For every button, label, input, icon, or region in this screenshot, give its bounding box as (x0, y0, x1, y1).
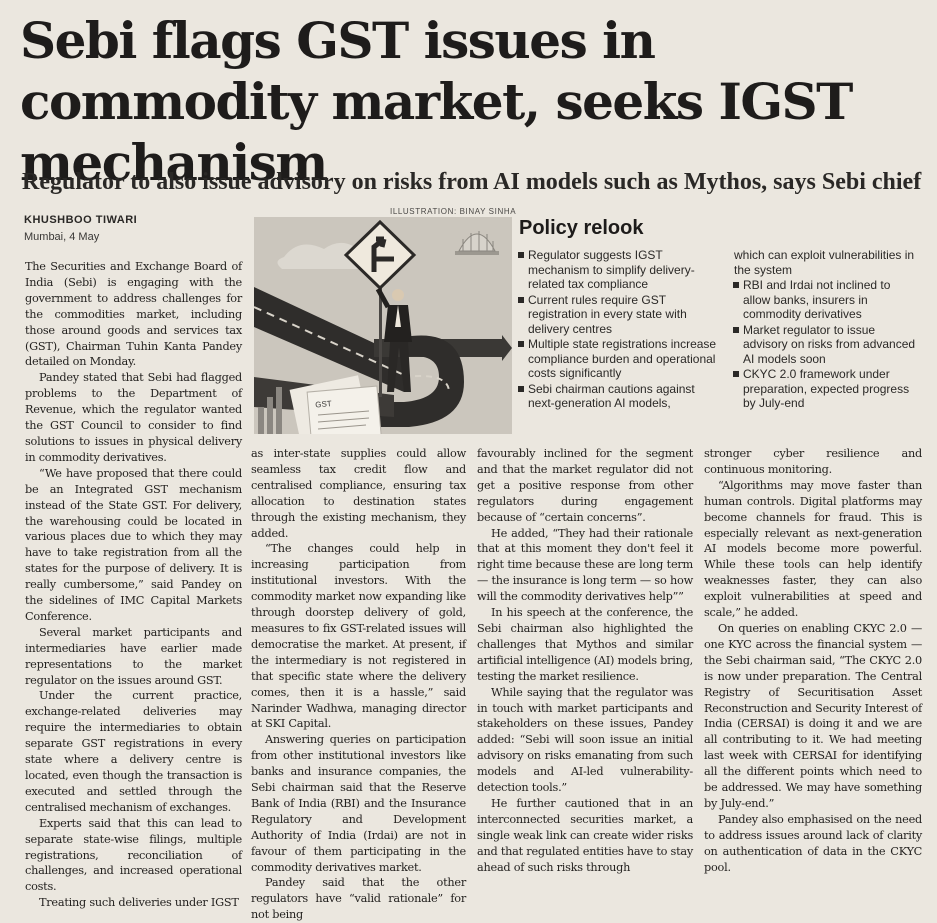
policy-item: RBI and Irdai not inclined to allow bank… (732, 278, 917, 322)
building-dome-icon (455, 231, 499, 255)
policy-item: Sebi chairman cautions against next-gene… (517, 382, 717, 411)
subheadline: Regulator to also issue advisory on risk… (22, 169, 922, 195)
policy-relook-title: Policy relook (519, 217, 644, 239)
paragraph: He added, “They had their rationale that… (477, 526, 693, 604)
illustration-credit: ILLUSTRATION: BINAY SINHA (390, 207, 517, 216)
bullet-icon (733, 326, 739, 333)
policy-right-column: which can exploit vulnerabilities in the… (732, 248, 917, 412)
man-figure (375, 287, 412, 392)
paragraph: “We have proposed that there could be an… (25, 466, 242, 623)
paragraph: Pandey said that the other regulators ha… (251, 876, 466, 922)
policy-item-continuation: which can exploit vulnerabilities in the… (734, 248, 915, 277)
bullet-icon (518, 252, 524, 258)
bullet-icon (518, 385, 524, 392)
paragraph: On queries on enabling CKYC 2.0 — one KY… (704, 621, 922, 810)
paragraph: The Securities and Exchange Board of Ind… (25, 260, 242, 369)
article-column-2: as inter-state supplies could allow seam… (251, 446, 466, 923)
policy-item: Multiple state registrations increase co… (517, 337, 717, 381)
paragraph: Under the current practice, exchange-rel… (25, 689, 242, 814)
dateline: Mumbai, 4 May (24, 231, 100, 243)
paragraph: Experts said that this can lead to separ… (25, 816, 242, 894)
paragraph: stronger cyber resilience and continuous… (704, 447, 922, 476)
paragraph: Pandey stated that Sebi had flagged prob… (25, 371, 242, 464)
policy-item: Current rules require GST registration i… (517, 293, 717, 337)
paragraph: Treating such deliveries under IGST (39, 896, 239, 910)
bullet-icon (733, 371, 739, 377)
paragraph: While saying that the regulator was in t… (477, 685, 693, 795)
paragraph: He further cautioned that in an intercon… (477, 796, 693, 874)
gst-document: GST (289, 375, 382, 434)
policy-item: Regulator suggests IGST mechanism to sim… (517, 248, 717, 292)
policy-item: Market regulator to issue advisory on ri… (732, 323, 917, 367)
gst-label: GST (315, 399, 332, 409)
byline: KHUSHBOO TIWARI (24, 214, 138, 226)
paragraph: Several market participants and intermed… (25, 625, 242, 687)
paragraph: “Algorithms may move faster than human c… (704, 478, 922, 620)
bullet-icon (733, 282, 739, 288)
policy-left-column: Regulator suggests IGST mechanism to sim… (517, 248, 717, 412)
road-sign-icon (343, 219, 417, 291)
policy-relook-box: Policy relook Regulator suggests IGST me… (455, 217, 917, 439)
paragraph: In his speech at the conference, the Seb… (477, 606, 694, 683)
article-column-1: The Securities and Exchange Board of Ind… (25, 259, 242, 911)
paragraph: favourably inclined for the segment and … (477, 447, 693, 524)
paragraph: Pandey also emphasised on the need to ad… (704, 812, 922, 874)
article-column-3: favourably inclined for the segment and … (477, 446, 693, 875)
bullet-icon (518, 296, 524, 303)
paragraph: as inter-state supplies could allow seam… (251, 447, 466, 540)
paragraph: Answering queries on participation from … (251, 733, 466, 874)
policy-item: CKYC 2.0 framework under preparation, ex… (732, 367, 917, 411)
headline: Sebi flags GST issues in commodity marke… (20, 11, 853, 192)
article-column-4: stronger cyber resilience and continuous… (704, 446, 922, 875)
paragraph: “The changes could help in increasing pa… (251, 542, 466, 731)
bullet-icon (518, 341, 524, 347)
